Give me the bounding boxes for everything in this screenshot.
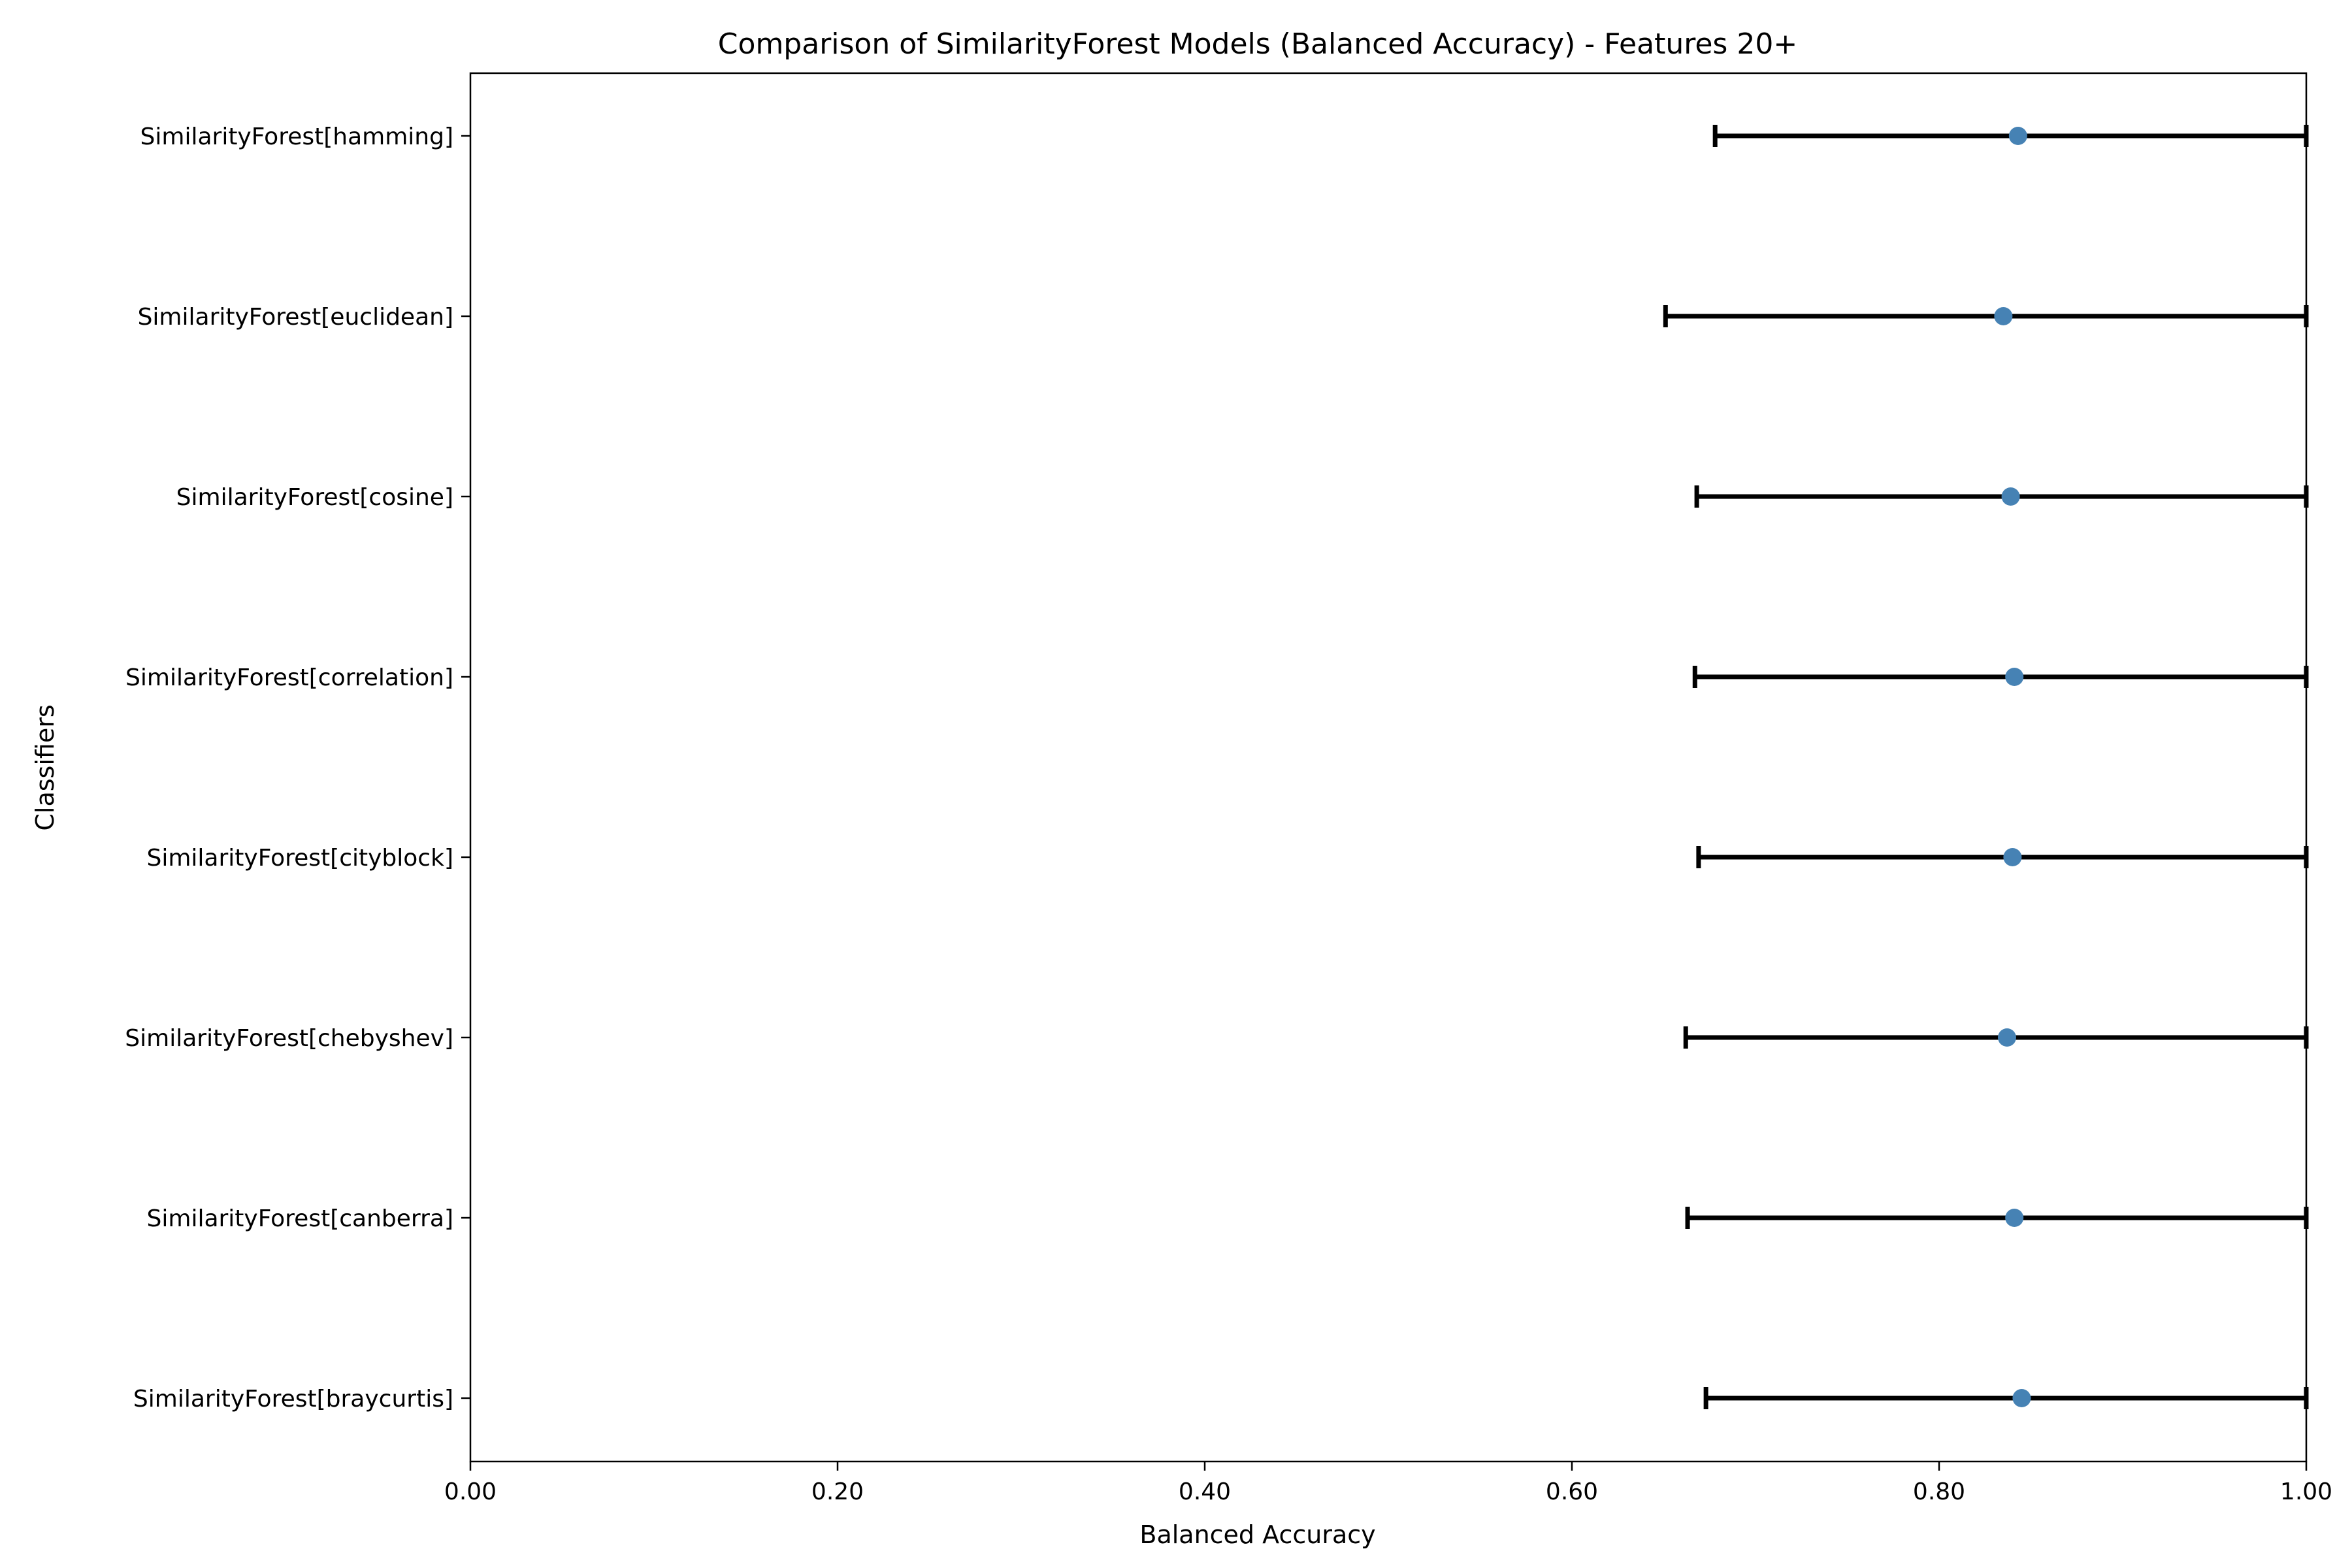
data-point [1997,1028,2016,1047]
data-point [2003,848,2022,866]
data-point [2005,1209,2024,1227]
data-point [2008,127,2027,145]
x-axis-ticks: 0.00 0.20 0.40 0.60 0.80 1.00 [444,1462,2332,1505]
y-tick-label: SimilarityForest[correlation] [125,664,453,691]
y-tick-label: SimilarityForest[chebyshev] [125,1025,453,1052]
x-axis-label: Balanced Accuracy [1139,1520,1375,1549]
data-point [1994,307,2013,325]
y-tick-label: SimilarityForest[hamming] [140,123,453,150]
y-axis-ticks: SimilarityForest[hamming] SimilarityFores… [125,123,470,1413]
x-tick-label: 0.40 [1179,1478,1231,1505]
x-tick-label: 0.80 [1913,1478,1965,1505]
y-tick-label: SimilarityForest[braycurtis] [133,1386,453,1413]
data-point [2005,668,2024,686]
y-tick-label: SimilarityForest[cosine] [176,484,453,511]
y-tick-label: SimilarityForest[cityblock] [146,845,453,872]
data-points [1994,127,2031,1407]
data-point [2001,487,2020,506]
x-tick-label: 0.60 [1546,1478,1598,1505]
plot-area-frame [469,72,2308,1463]
x-tick-label: 1.00 [2280,1478,2332,1505]
data-point [2012,1389,2031,1407]
x-tick-label: 0.00 [444,1478,497,1505]
x-tick-label: 0.20 [811,1478,864,1505]
chart-title: Comparison of SimilarityForest Models (B… [718,27,1797,61]
error-bars [1663,125,2309,1409]
y-tick-label: SimilarityForest[canberra] [147,1205,453,1232]
y-axis-label: Classifiers [31,704,59,830]
y-tick-label: SimilarityForest[euclidean] [138,304,453,331]
